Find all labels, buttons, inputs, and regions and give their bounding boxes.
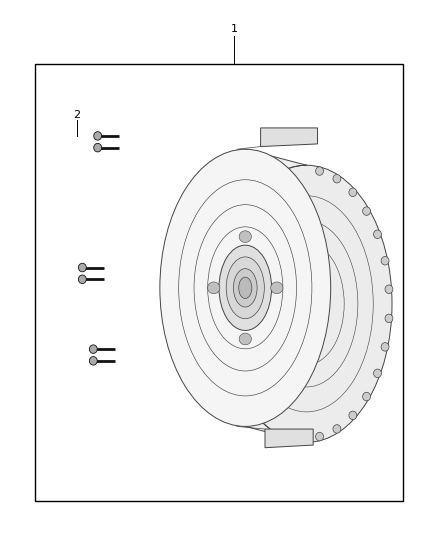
Ellipse shape — [363, 392, 371, 401]
Ellipse shape — [381, 343, 389, 351]
Ellipse shape — [374, 230, 381, 239]
Ellipse shape — [78, 263, 86, 272]
Bar — [35, 64, 403, 501]
Ellipse shape — [316, 167, 324, 175]
Ellipse shape — [219, 245, 272, 330]
Ellipse shape — [89, 357, 97, 365]
Ellipse shape — [94, 143, 102, 152]
Ellipse shape — [239, 231, 251, 243]
Ellipse shape — [333, 174, 341, 183]
Ellipse shape — [381, 256, 389, 265]
Ellipse shape — [385, 285, 393, 294]
Ellipse shape — [233, 269, 257, 307]
Ellipse shape — [333, 425, 341, 433]
Polygon shape — [245, 149, 392, 442]
Ellipse shape — [78, 275, 86, 284]
Ellipse shape — [349, 411, 357, 419]
Ellipse shape — [160, 149, 331, 426]
Ellipse shape — [374, 369, 381, 377]
Polygon shape — [261, 128, 318, 147]
Ellipse shape — [239, 333, 251, 345]
Text: 1: 1 — [231, 25, 238, 34]
Ellipse shape — [385, 314, 393, 322]
Ellipse shape — [271, 282, 283, 294]
Ellipse shape — [363, 207, 371, 215]
Ellipse shape — [226, 257, 265, 319]
Ellipse shape — [239, 277, 252, 298]
Ellipse shape — [349, 188, 357, 197]
Polygon shape — [265, 429, 313, 448]
Ellipse shape — [316, 432, 324, 441]
Ellipse shape — [208, 282, 220, 294]
Ellipse shape — [221, 165, 392, 442]
Ellipse shape — [94, 132, 102, 140]
Text: 2: 2 — [73, 110, 80, 119]
Ellipse shape — [89, 345, 97, 353]
